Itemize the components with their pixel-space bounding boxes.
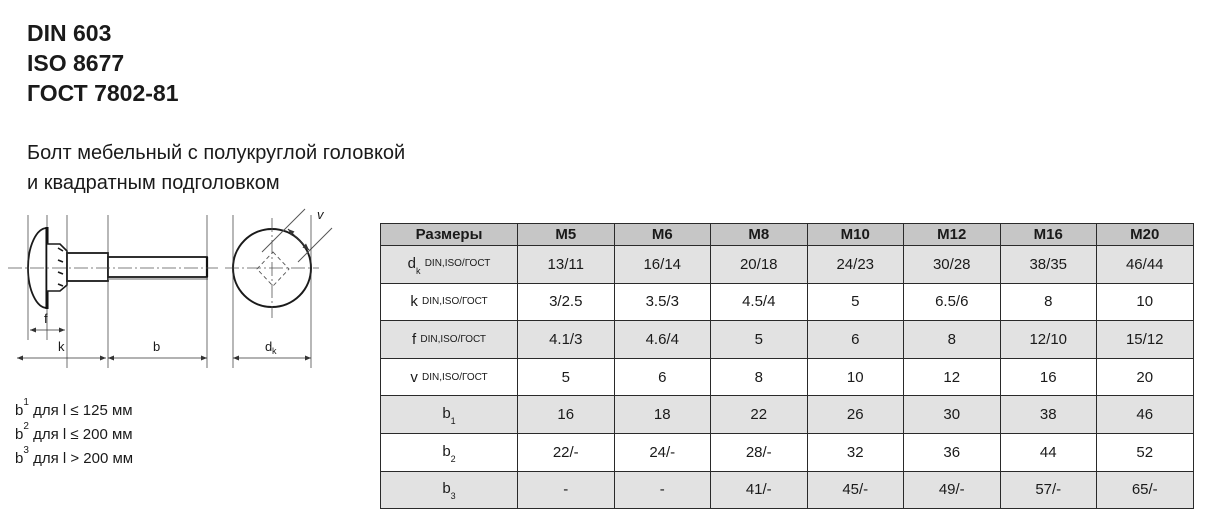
svg-text:k: k [58, 339, 65, 354]
svg-text:b: b [153, 339, 160, 354]
svg-text:v: v [317, 207, 325, 222]
svg-text:k: k [272, 346, 277, 356]
svg-text:f: f [44, 311, 48, 326]
